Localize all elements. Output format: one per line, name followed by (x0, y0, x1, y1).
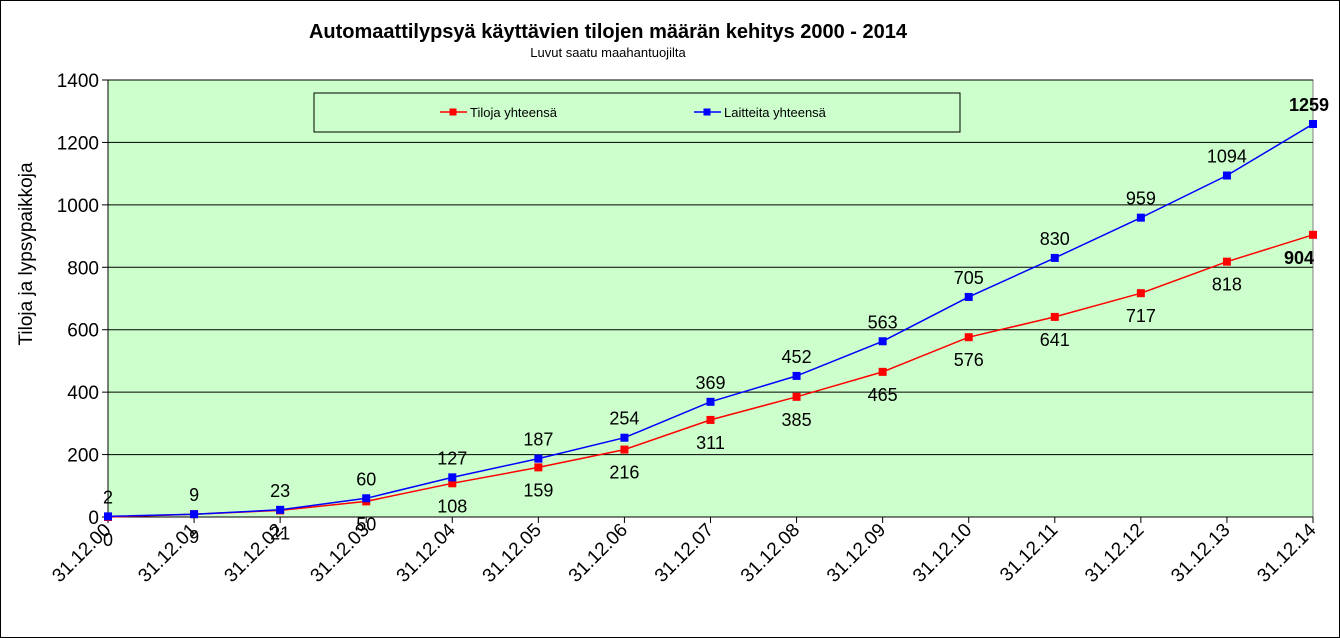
x-tick-label: 31.12.12 (1081, 520, 1148, 587)
data-point-1 (276, 505, 285, 514)
data-label-laitteita: 369 (695, 373, 725, 393)
data-label-tiloja: 159 (523, 480, 553, 500)
data-label-tiloja: 50 (356, 514, 376, 534)
data-point-1 (1309, 120, 1317, 129)
data-label-laitteita: 127 (437, 448, 467, 468)
legend-label-laitteita: Laitteita yhteensä (724, 105, 827, 120)
data-label-tiloja: 717 (1126, 306, 1156, 326)
legend-box (313, 92, 961, 133)
y-axis-label: Tiloja ja lypsypaikkoja (16, 162, 37, 345)
data-label-tiloja: 904 (1284, 248, 1314, 268)
y-axis-ticks: 0 200 400 600 800 1000 1200 1400 (57, 71, 109, 529)
y-tick-label: 800 (67, 258, 99, 279)
x-tick-label: 31.12.14 (1253, 519, 1320, 586)
data-point-0 (964, 333, 973, 342)
data-point-0 (1309, 230, 1317, 239)
x-tick-label: 31.12.10 (909, 520, 976, 587)
data-point-1 (620, 433, 629, 442)
x-tick-label: 31.12.09 (823, 520, 890, 587)
data-point-1 (534, 454, 543, 463)
x-axis-ticks: 31.12.00 31.12.01 31.12.02 31.12.03 31.12.04… (48, 516, 1321, 587)
y-tick-label: 1200 (57, 133, 99, 154)
chart-title: Automaattilypsyä käyttävien tilojen määr… (309, 21, 908, 43)
data-point-1 (362, 494, 371, 503)
data-label-laitteita: 9 (189, 485, 199, 505)
data-label-tiloja: 216 (609, 463, 639, 483)
data-label-tiloja: 311 (696, 433, 725, 453)
y-tick-label: 1400 (57, 71, 99, 92)
data-label-tiloja: 465 (868, 385, 898, 405)
legend-marker-laitteita (703, 108, 711, 116)
data-point-1 (1050, 253, 1059, 262)
data-point-1 (1136, 213, 1145, 222)
data-label-tiloja: 576 (954, 350, 984, 370)
data-label-tiloja: 385 (782, 410, 812, 430)
data-label-laitteita: 830 (1040, 229, 1070, 249)
data-point-1 (964, 292, 973, 301)
data-label-tiloja: 818 (1212, 275, 1242, 295)
data-label-tiloja: 108 (437, 496, 467, 516)
data-point-0 (620, 445, 629, 454)
data-label-laitteita: 187 (523, 430, 553, 450)
data-point-1 (706, 397, 715, 406)
x-tick-label: 31.12.04 (393, 519, 460, 586)
data-label-tiloja: 21 (270, 523, 290, 543)
grid-lines (108, 79, 1313, 456)
y-tick-label: 0 (88, 508, 99, 529)
data-point-0 (878, 367, 887, 376)
data-point-1 (1222, 171, 1231, 180)
data-point-1 (104, 512, 112, 521)
data-point-1 (792, 371, 801, 380)
y-tick-label: 600 (67, 321, 99, 342)
data-label-laitteita: 1259 (1289, 95, 1329, 115)
data-label-tiloja: 0 (103, 530, 113, 550)
data-point-0 (448, 479, 457, 488)
data-point-0 (1136, 289, 1145, 298)
data-point-0 (706, 415, 715, 424)
data-label-laitteita: 452 (782, 347, 812, 367)
data-label-laitteita: 23 (270, 481, 290, 501)
x-tick-label: 31.12.05 (479, 520, 546, 587)
x-tick-label: 31.12.07 (651, 520, 718, 587)
data-label-tiloja: 9 (189, 527, 199, 547)
y-tick-label: 1000 (57, 196, 99, 217)
data-label-laitteita: 705 (954, 268, 984, 288)
data-point-0 (534, 463, 543, 472)
data-labels: 2 9 23 60 127 187 254 369 452 563 705 830 959 1094 125… (103, 95, 1329, 550)
legend-marker-tiloja (449, 108, 457, 116)
series-layer (104, 120, 1317, 521)
data-label-laitteita: 2 (103, 487, 113, 507)
legend: Tiloja yhteensä Laitteita yhteensä (313, 92, 961, 133)
y-tick-label: 400 (67, 383, 99, 404)
data-point-1 (878, 337, 887, 346)
data-point-0 (792, 392, 801, 401)
data-label-laitteita: 563 (868, 312, 898, 332)
x-tick-label: 31.12.13 (1167, 520, 1234, 587)
legend-label-tiloja: Tiloja yhteensä (470, 105, 558, 120)
data-label-laitteita: 1094 (1207, 147, 1247, 167)
x-tick-label: 31.12.08 (737, 520, 804, 587)
data-point-0 (1050, 312, 1059, 321)
data-label-tiloja: 641 (1040, 330, 1070, 350)
data-point-1 (448, 473, 457, 482)
data-point-1 (190, 510, 199, 519)
y-tick-label: 200 (67, 446, 99, 467)
chart-subtitle: Luvut saatu maahantuojilta (530, 45, 686, 60)
data-label-laitteita: 959 (1126, 189, 1156, 209)
data-point-0 (1222, 257, 1231, 266)
plot-area (107, 79, 1314, 518)
x-tick-label: 31.12.11 (996, 520, 1062, 586)
data-label-laitteita: 254 (609, 409, 639, 429)
data-label-laitteita: 60 (356, 469, 376, 489)
x-tick-label: 31.12.06 (565, 520, 632, 587)
